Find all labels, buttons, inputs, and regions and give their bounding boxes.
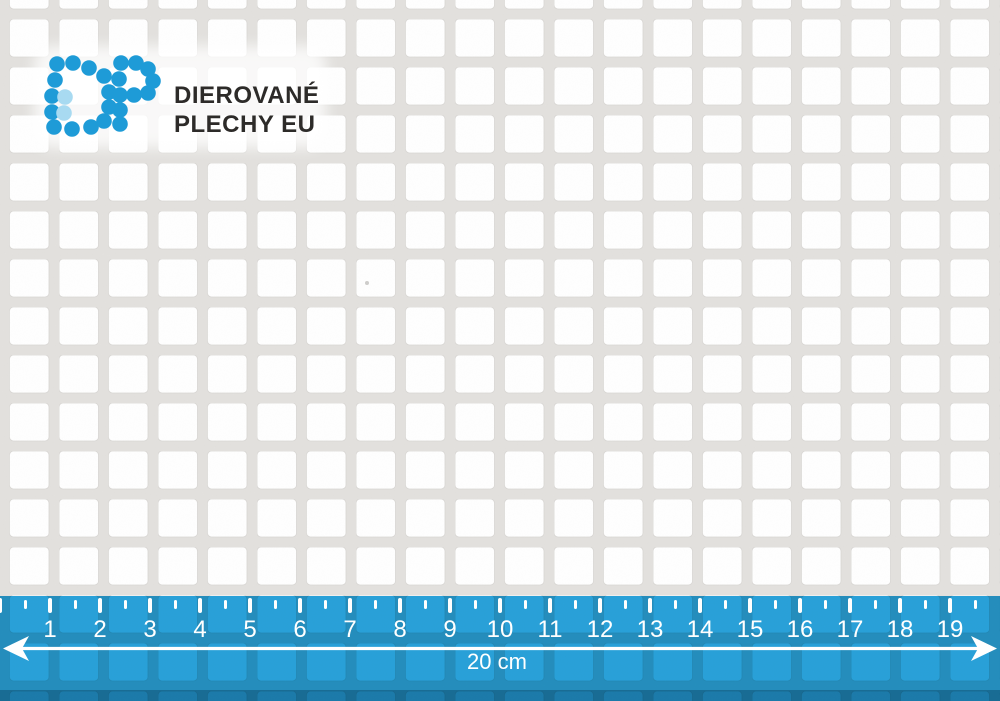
ruler-tick-minor xyxy=(573,600,577,609)
dp-logo-letter-d xyxy=(44,55,117,137)
ruler-number: 6 xyxy=(293,616,307,643)
ruler-number: 7 xyxy=(343,616,357,643)
ruler-number: 2 xyxy=(93,616,107,643)
ruler-tick-major xyxy=(0,598,2,613)
ruler-tick-minor xyxy=(473,600,477,609)
ruler-number: 9 xyxy=(443,616,457,643)
ruler-tick-major xyxy=(98,598,102,613)
ruler-number: 8 xyxy=(393,616,407,643)
dust-speck xyxy=(365,281,369,285)
logo-backdrop xyxy=(34,46,326,148)
ruler-number: 14 xyxy=(686,616,714,643)
ruler-number: 3 xyxy=(143,616,157,643)
ruler-tick-major xyxy=(898,598,902,613)
ruler-tick-minor xyxy=(923,600,927,609)
ruler-tick-major xyxy=(48,598,52,613)
dp-logo-letter-p xyxy=(111,55,161,132)
ruler-tick-major xyxy=(148,598,152,613)
ruler-tick-major xyxy=(948,598,952,613)
ruler-tick-major xyxy=(348,598,352,613)
brand-wordmark: DIEROVANÉ PLECHY EU xyxy=(174,81,319,139)
ruler-tick-minor xyxy=(973,600,977,609)
ruler-number: 4 xyxy=(193,616,207,643)
ruler-tick-minor xyxy=(223,600,227,609)
ruler-tick-major xyxy=(648,598,652,613)
ruler-tick-minor xyxy=(423,600,427,609)
ruler-tick-major xyxy=(498,598,502,613)
ruler-tick-major xyxy=(598,598,602,613)
ruler-tick-major xyxy=(698,598,702,613)
ruler-tick-minor xyxy=(873,600,877,609)
ruler-tick-minor xyxy=(773,600,777,609)
ruler-number: 18 xyxy=(886,616,914,643)
ruler-number: 5 xyxy=(243,616,257,643)
ruler-number: 15 xyxy=(736,616,764,643)
ruler-marks: 20 cm 1 2 3 4 5 6 7 8 9 10 11 12 13 14 15 16 17 18 19 xyxy=(0,596,1000,701)
ruler-span-arrow-icon xyxy=(3,636,997,661)
ruler-tick-major xyxy=(848,598,852,613)
ruler-tick-minor xyxy=(823,600,827,609)
ruler-number: 11 xyxy=(537,616,563,643)
ruler-tick-minor xyxy=(723,600,727,609)
ruler-tick-major xyxy=(748,598,752,613)
ruler-tick-minor xyxy=(373,600,377,609)
ruler-tick-major xyxy=(198,598,202,613)
dp-logo-icon xyxy=(44,55,161,137)
ruler-number: 10 xyxy=(486,616,514,643)
ruler-tick-minor xyxy=(123,600,127,609)
ruler-tick-major xyxy=(448,598,452,613)
ruler-tick-minor xyxy=(73,600,77,609)
ruler-number: 17 xyxy=(836,616,864,643)
ruler-tick-major xyxy=(798,598,802,613)
ruler-tick-minor xyxy=(623,600,627,609)
ruler-tick-major xyxy=(248,598,252,613)
ruler-number: 19 xyxy=(936,616,964,643)
brand-wordmark-line2: PLECHY EU xyxy=(174,111,316,138)
ruler-number: 16 xyxy=(786,616,814,643)
ruler-total-label: 20 cm xyxy=(467,649,527,674)
ruler-tick-minor xyxy=(673,600,677,609)
ruler-number: 12 xyxy=(586,616,614,643)
ruler-tick-minor xyxy=(23,600,27,609)
ruler-tick-minor xyxy=(273,600,277,609)
ruler-tick-minor xyxy=(173,600,177,609)
ruler-tick-major xyxy=(398,598,402,613)
ruler-tick-minor xyxy=(523,600,527,609)
ruler-tick-minor xyxy=(323,600,327,609)
ruler-number: 13 xyxy=(636,616,664,643)
ruler-number: 1 xyxy=(43,616,57,643)
ruler-tick-major xyxy=(548,598,552,613)
brand-wordmark-line1: DIEROVANÉ xyxy=(174,82,320,109)
ruler-tick-major xyxy=(298,598,302,613)
